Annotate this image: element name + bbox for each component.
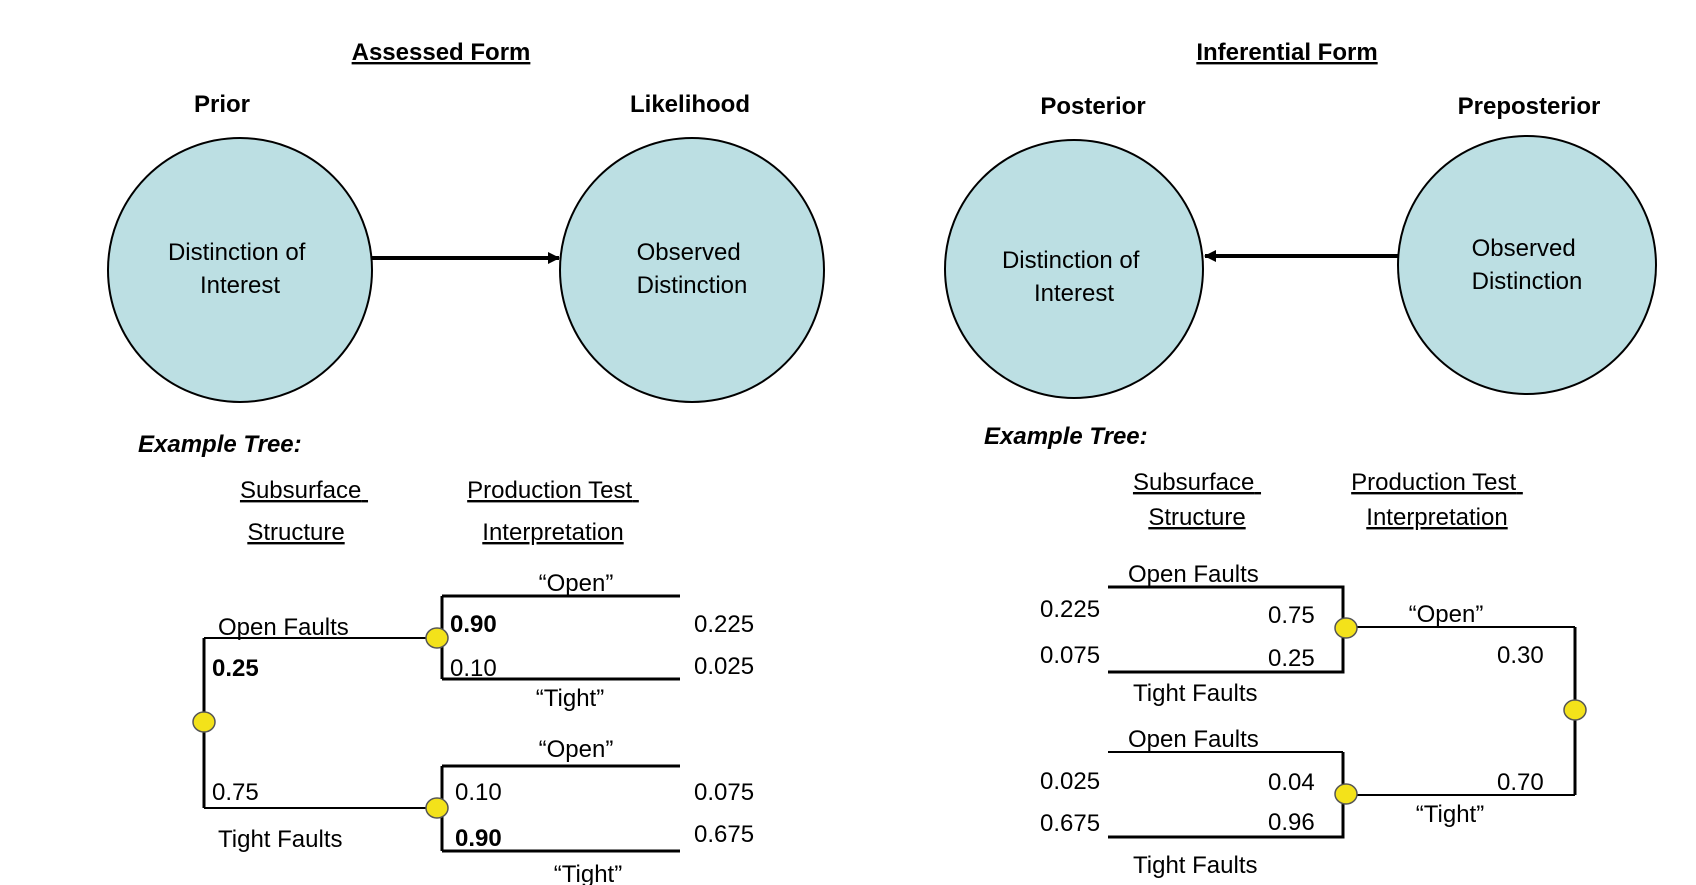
inferential-chance-node-upper [1334,617,1358,639]
inferential-observed-distinction-text: Observed Distinction [1472,235,1583,295]
inferential-tight: “Tight” [1416,801,1484,828]
assessed-lower-p-open: 0.10 [455,779,502,806]
inferential-p-tight: 0.70 [1497,769,1544,796]
assessed-lower-open: “Open” [539,736,614,763]
posterior-label: Posterior [1040,93,1145,120]
observed-distinction-node [559,137,825,403]
assessed-col-production-test: Production Test Interpretation [467,477,639,546]
inferential-p-open: 0.30 [1497,642,1544,669]
distinction-of-interest-node [107,137,373,403]
inferential-upper-tight-faults: Tight Faults [1133,680,1258,707]
inferential-lower-open-faults: Open Faults [1128,726,1259,753]
inferential-form-panel: Inferential Form Posterior Preposterior … [944,39,1657,879]
assessed-chance-node-upper [425,627,449,649]
prior-label: Prior [194,91,250,118]
distinction-of-interest-text: Distinction of Interest [168,239,312,299]
assessed-p-open-faults: 0.25 [212,655,259,682]
inferential-chance-node-lower [1334,783,1358,805]
observed-distinction-text: Observed Distinction [637,239,748,299]
inferential-upper-joint-tight: 0.075 [1040,642,1100,669]
inferential-upper-open-faults: Open Faults [1128,561,1259,588]
inferential-lower-tight-faults: Tight Faults [1133,852,1258,879]
assessed-tree [192,594,680,853]
inferential-distinction-of-interest-node [944,139,1204,399]
assessed-tight-faults: Tight Faults [218,826,343,853]
inferential-lower-p-open: 0.04 [1268,769,1315,796]
assessed-lower-p-tight: 0.90 [455,825,502,852]
inferential-col-subsurface-structure: Subsurface Structure [1133,469,1261,531]
assessed-chance-node-lower [425,797,449,819]
assessed-lower-tight: “Tight” [554,861,622,885]
assessed-open-faults: Open Faults [218,614,349,641]
inferential-distinction-of-interest-text: Distinction of Interest [1002,247,1146,307]
inferential-lower-p-tight: 0.96 [1268,809,1315,836]
inferential-form-title: Inferential Form [1196,39,1377,66]
assessed-upper-joint-tight: 0.025 [694,653,754,680]
assessed-example-tree-label: Example Tree: [138,431,302,458]
assessed-upper-tight: “Tight” [536,685,604,712]
assessed-form-title: Assessed Form [352,39,531,66]
inferential-upper-joint-open: 0.225 [1040,596,1100,623]
inferential-upper-p-tight: 0.25 [1268,645,1315,672]
assessed-col-subsurface-structure: Subsurface Structure [240,477,368,546]
inferential-lower-joint-tight: 0.675 [1040,810,1100,837]
inferential-upper-p-open: 0.75 [1268,602,1315,629]
assessed-lower-joint-open: 0.075 [694,779,754,806]
assessed-upper-p-open: 0.90 [450,611,497,638]
preposterior-label: Preposterior [1458,93,1601,120]
assessed-upper-p-tight: 0.10 [450,655,497,682]
assessed-p-tight-faults: 0.75 [212,779,259,806]
inferential-col-production-test: Production Test Interpretation [1351,469,1523,531]
assessed-form-panel: Assessed Form Prior Likelihood Distincti… [107,39,825,885]
inferential-lower-joint-open: 0.025 [1040,768,1100,795]
likelihood-label: Likelihood [630,91,750,118]
inferential-tree [1108,585,1587,839]
assessed-upper-open: “Open” [539,570,614,597]
assessed-upper-joint-open: 0.225 [694,611,754,638]
inferential-observed-distinction-node [1397,135,1657,395]
inferential-chance-node-root [1563,699,1587,721]
inferential-open: “Open” [1409,601,1484,628]
assessed-chance-node-root [192,711,216,733]
assessed-lower-joint-tight: 0.675 [694,821,754,848]
inferential-example-tree-label: Example Tree: [984,423,1148,450]
